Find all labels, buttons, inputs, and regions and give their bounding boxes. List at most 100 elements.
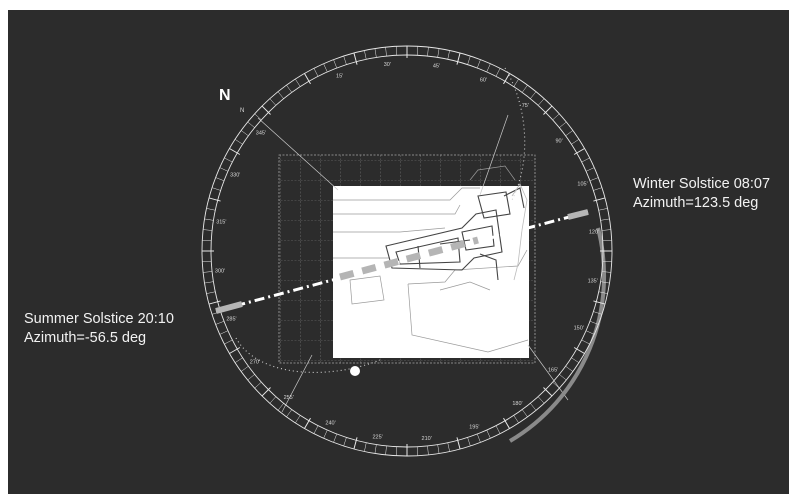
compass-tick xyxy=(224,339,233,345)
compass-degree-label: 240' xyxy=(325,421,335,427)
compass-tick xyxy=(593,197,606,202)
winter-solstice-azimuth: Azimuth=123.5 deg xyxy=(633,195,759,211)
compass-tick xyxy=(333,59,337,69)
compass-degree-label: 210' xyxy=(422,436,432,442)
compass-tick xyxy=(486,429,491,439)
compass-tick xyxy=(229,347,241,354)
compass-tick xyxy=(374,444,377,454)
compass-degree-label: 180' xyxy=(512,401,522,407)
compass-tick xyxy=(234,357,243,363)
compass-tick xyxy=(313,68,319,77)
compass-tick xyxy=(323,63,328,73)
compass-tick xyxy=(219,167,229,172)
compass-tick xyxy=(286,409,292,417)
compass-tick xyxy=(269,98,277,106)
compass-tick xyxy=(364,442,367,452)
compass-tick xyxy=(208,300,221,305)
compass-tick xyxy=(261,387,271,397)
compass-ring xyxy=(201,45,613,457)
summer-solstice-label: Summer Solstice 20:10 Azimuth=-56.5 deg xyxy=(24,310,174,348)
compass-tick xyxy=(585,167,595,172)
compass-tick xyxy=(495,68,501,77)
compass-degree-label: 300' xyxy=(215,269,225,275)
compass-tick xyxy=(571,139,580,145)
compass-degree-label: 195' xyxy=(469,425,479,431)
compass-degree-label: 255' xyxy=(284,395,294,401)
compass-degree-label: 30' xyxy=(384,62,391,68)
compass-tick xyxy=(286,85,292,93)
compass-tick xyxy=(503,417,510,429)
compass-tick xyxy=(206,291,216,294)
compass-tick xyxy=(247,374,255,381)
compass-tick xyxy=(427,445,429,455)
compass-tick xyxy=(543,387,553,397)
compass-tick xyxy=(241,130,249,136)
compass-tick xyxy=(477,59,481,69)
compass-tick xyxy=(573,148,585,155)
compass-tick xyxy=(277,403,284,411)
north-tick-label: N xyxy=(240,108,244,114)
compass-tick xyxy=(581,339,590,345)
compass-degree-label: 45' xyxy=(433,63,440,69)
compass-tick xyxy=(304,417,311,429)
compass-degree-label: 225' xyxy=(372,435,382,441)
compass-tick xyxy=(585,330,595,335)
compass-tick xyxy=(559,374,567,381)
compass-tick xyxy=(447,442,450,452)
compass-tick xyxy=(277,91,284,99)
compass-tick xyxy=(241,366,249,372)
compass-tick xyxy=(343,55,347,65)
compass-degree-label: 75' xyxy=(522,103,529,109)
compass-degree-label: 315' xyxy=(216,220,226,226)
compass-tick xyxy=(204,281,214,284)
compass-tick xyxy=(353,437,358,450)
compass-tick xyxy=(206,208,216,211)
compass-tick xyxy=(437,444,440,454)
compass-degree-label: 270' xyxy=(250,360,260,366)
compass-degree-label: 105' xyxy=(577,182,587,188)
compass-tick xyxy=(565,130,573,136)
compass-degree-label: 285' xyxy=(226,316,236,322)
compass-tick xyxy=(374,48,377,58)
compass-tick xyxy=(486,63,491,73)
compass-tick xyxy=(295,78,301,87)
compass-degree-label: 15' xyxy=(336,73,343,79)
compass-tick xyxy=(467,437,471,447)
compass-degree-label: 120' xyxy=(589,229,599,235)
compass-tick xyxy=(559,121,567,128)
compass-tick xyxy=(581,157,590,163)
compass-tick xyxy=(447,50,450,60)
compass-tick xyxy=(601,229,611,231)
compass-tick xyxy=(204,218,214,221)
compass-tick xyxy=(495,425,501,434)
compass-tick xyxy=(343,437,347,447)
summer-solstice-time: Summer Solstice 20:10 xyxy=(24,311,174,327)
compass-degree-label: 90' xyxy=(556,138,563,144)
compass-tick xyxy=(254,381,262,389)
compass-tick xyxy=(208,197,221,202)
compass-tick xyxy=(385,445,387,455)
compass-tick xyxy=(571,357,580,363)
compass-tick xyxy=(543,105,553,115)
compass-tick xyxy=(537,396,545,404)
compass-tick xyxy=(593,300,606,305)
compass-degree-label: 135' xyxy=(588,278,598,284)
compass-tick xyxy=(333,433,337,443)
compass-tick xyxy=(565,366,573,372)
compass-tick xyxy=(601,271,611,273)
compass-tick xyxy=(215,177,225,181)
compass-tick xyxy=(598,208,608,211)
compass-tick xyxy=(598,291,608,294)
solstice-azimuth-line xyxy=(215,209,589,314)
compass-tick xyxy=(589,321,599,325)
compass-tick xyxy=(513,415,519,424)
compass-tick xyxy=(313,425,319,434)
compass-tick xyxy=(234,139,243,145)
compass-tick xyxy=(304,73,311,85)
compass-tick xyxy=(229,148,241,155)
compass-degree-label: 345' xyxy=(256,131,266,137)
compass-degree-label: 165' xyxy=(548,367,558,373)
summer-sun-path xyxy=(235,67,526,376)
compass-tick xyxy=(323,429,328,439)
